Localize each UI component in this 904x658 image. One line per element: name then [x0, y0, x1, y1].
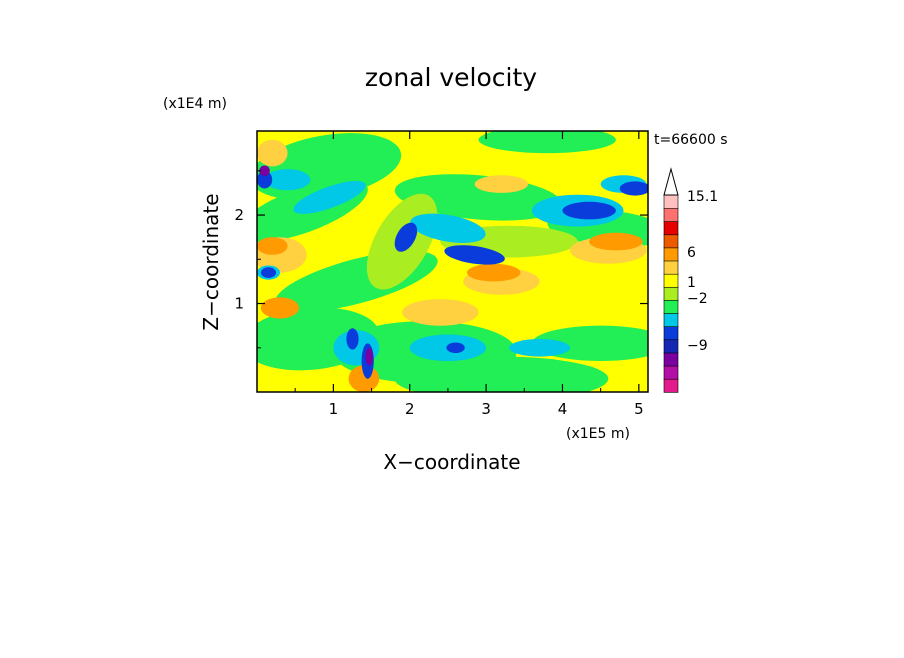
contour-region-blue-35 — [562, 201, 616, 220]
colorbar-swatch — [663, 352, 679, 367]
contour-region-purple-42 — [259, 165, 270, 177]
colorbar-swatch — [663, 207, 679, 222]
colorbar-swatch — [663, 325, 679, 341]
x-axis: 1 2 3 4 5 — [294, 131, 644, 418]
chart-title: zonal velocity — [365, 63, 537, 92]
colorbar-label: 6 — [687, 245, 696, 261]
contour-region-blue-33 — [260, 267, 277, 278]
x-tick-label: 2 — [405, 400, 415, 418]
colorbar-swatch — [663, 339, 679, 354]
colorbar-swatch — [663, 221, 679, 236]
colorbar-label: −9 — [687, 338, 708, 354]
colorbar-swatch — [663, 286, 679, 301]
colorbar: 15.1 6 1−2 −9 — [663, 167, 718, 393]
contour-region-blue-36 — [619, 181, 648, 196]
contour-region-cyan-23 — [293, 180, 366, 214]
colorbar-label: −2 — [687, 291, 708, 307]
contour-region-orange-20 — [589, 232, 643, 251]
x-tick-label: 4 — [558, 400, 568, 418]
contour-region-orange-18 — [257, 237, 288, 255]
contour-region-light_orange-14 — [474, 175, 529, 193]
contour-region-blue-39 — [346, 328, 359, 350]
colorbar-swatch — [663, 312, 679, 328]
plot-frame — [256, 130, 649, 393]
contour-region-green-5 — [394, 356, 609, 392]
contour-region-blue-34 — [444, 245, 505, 265]
colorbar-swatch — [663, 299, 679, 314]
contour-region-green-9 — [478, 131, 616, 154]
y-axis: 12 — [234, 170, 648, 349]
x-axis-label: X−coordinate — [383, 450, 520, 474]
colorbar-swatch — [663, 365, 679, 380]
colorbar-extend-arrow — [663, 167, 679, 196]
contour-region-cyan-24 — [264, 169, 311, 191]
contour-region-light_orange-17 — [402, 299, 479, 326]
colorbar-swatch — [663, 260, 679, 275]
y-unit-label: (x1E4 m) — [163, 96, 227, 112]
contour-region-light_orange-13 — [257, 139, 288, 167]
colorbar-swatch — [663, 194, 679, 209]
contour-region-cyan-29 — [509, 339, 571, 357]
contour-region-purple-41 — [365, 347, 374, 366]
colorbar-swatch — [663, 234, 679, 249]
y-tick-label: 1 — [234, 295, 244, 313]
contour-region-blue-32 — [257, 170, 273, 189]
x-unit-label: (x1E5 m) — [566, 426, 630, 442]
colorbar-swatch — [663, 273, 679, 288]
contour-region-blue-37 — [394, 222, 418, 252]
y-tick-label: 2 — [234, 206, 244, 224]
time-label: t=66600 s — [654, 132, 728, 148]
contour-region-cyan-25 — [410, 213, 486, 243]
colorbar-label: 1 — [687, 275, 696, 291]
colorbar-label: 15.1 — [687, 189, 718, 205]
y-axis-label: Z−coordinate — [199, 193, 223, 330]
contour-region-orange-21 — [260, 297, 299, 319]
x-tick-label: 5 — [634, 400, 644, 418]
colorbar-swatch — [663, 378, 679, 393]
contour-region-blue-40 — [446, 342, 465, 354]
x-tick-label: 1 — [329, 400, 339, 418]
x-tick-label: 3 — [481, 400, 491, 418]
colorbar-swatch — [663, 247, 679, 262]
velocity-field — [257, 131, 648, 392]
contour-region-orange-19 — [467, 263, 521, 282]
